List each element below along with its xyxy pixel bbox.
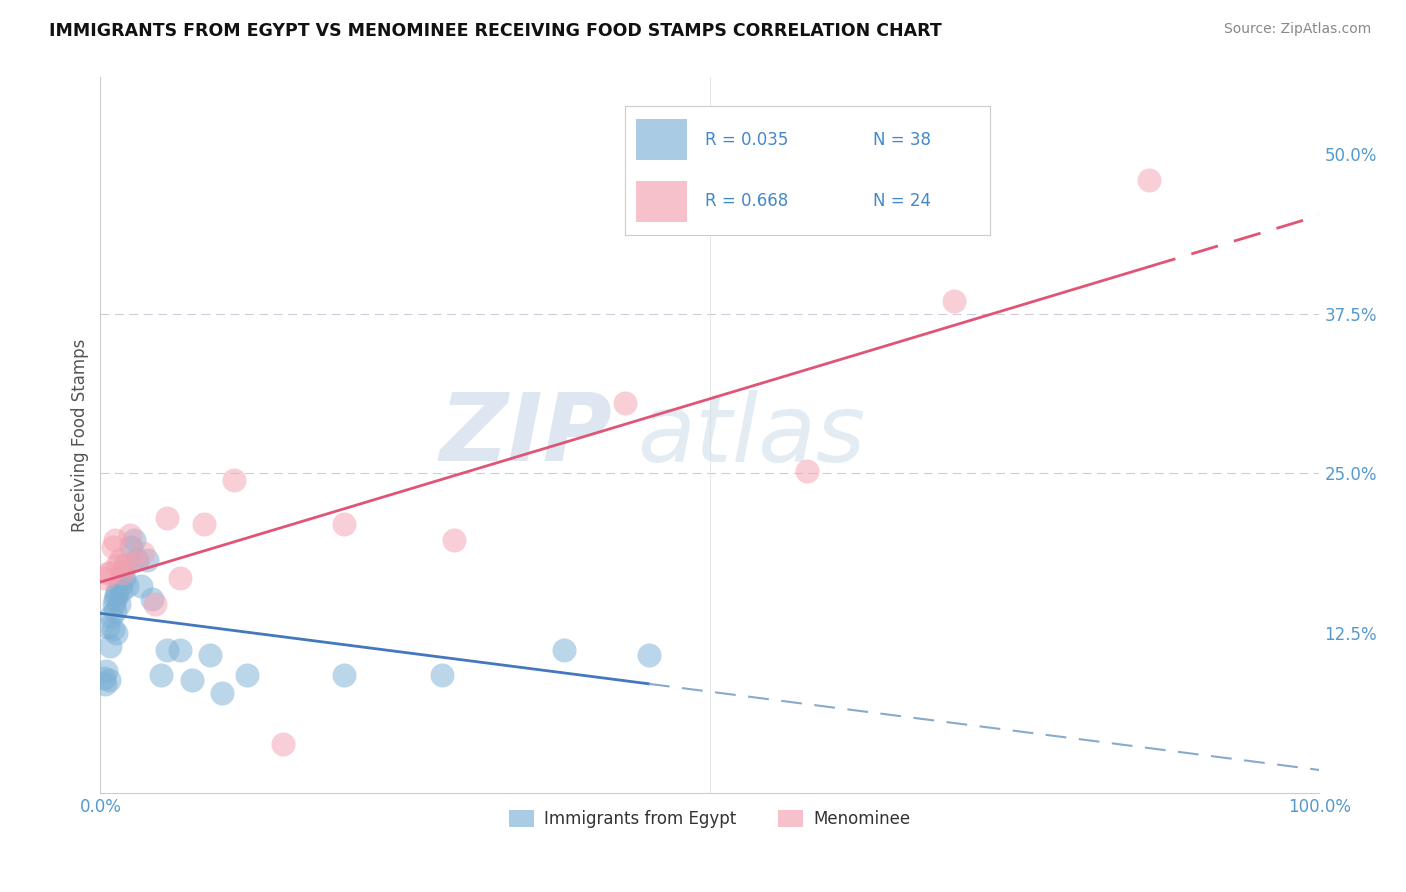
Point: [94, 677, 117, 691]
Point: [141, 591, 163, 606]
Point: [169, 642, 191, 657]
Point: [125, 553, 148, 567]
Point: [198, 648, 221, 662]
Point: [104, 533, 127, 547]
Point: [271, 737, 294, 751]
Point: [124, 553, 146, 567]
Point: [112, 571, 135, 585]
Legend: Immigrants from Egypt, Menominee: Immigrants from Egypt, Menominee: [503, 803, 917, 834]
Point: [93, 671, 115, 685]
Point: [613, 396, 636, 410]
Point: [108, 579, 131, 593]
Point: [211, 686, 233, 700]
Text: ZIP: ZIP: [440, 389, 613, 481]
Point: [111, 566, 134, 580]
Point: [115, 579, 138, 593]
Point: [796, 464, 818, 478]
Text: IMMIGRANTS FROM EGYPT VS MENOMINEE RECEIVING FOOD STAMPS CORRELATION CHART: IMMIGRANTS FROM EGYPT VS MENOMINEE RECEI…: [49, 22, 942, 40]
Point: [108, 553, 131, 567]
Text: atlas: atlas: [637, 390, 865, 481]
Point: [942, 293, 965, 308]
Point: [107, 597, 129, 611]
Point: [124, 533, 146, 547]
Point: [430, 668, 453, 682]
Point: [129, 579, 152, 593]
Point: [100, 609, 122, 624]
Point: [1137, 172, 1160, 186]
Point: [107, 558, 129, 573]
Point: [94, 571, 117, 585]
Point: [180, 673, 202, 688]
Y-axis label: Receiving Food Stamps: Receiving Food Stamps: [72, 338, 89, 532]
Point: [156, 642, 179, 657]
Point: [107, 583, 129, 598]
Point: [553, 642, 575, 657]
Point: [98, 639, 121, 653]
Point: [135, 553, 157, 567]
Point: [110, 583, 132, 598]
Point: [120, 541, 142, 555]
Point: [105, 626, 128, 640]
Point: [235, 668, 257, 682]
Point: [193, 517, 215, 532]
Point: [101, 541, 124, 555]
Point: [97, 566, 120, 580]
Text: Source: ZipAtlas.com: Source: ZipAtlas.com: [1223, 22, 1371, 37]
Point: [333, 668, 356, 682]
Point: [156, 511, 179, 525]
Point: [443, 533, 465, 547]
Point: [111, 566, 134, 580]
Point: [118, 527, 141, 541]
Point: [333, 517, 356, 532]
Point: [103, 597, 125, 611]
Point: [104, 604, 127, 618]
Point: [97, 619, 120, 633]
Point: [169, 571, 191, 585]
Point: [101, 622, 124, 636]
Point: [105, 588, 128, 602]
Point: [98, 566, 121, 580]
Point: [97, 673, 120, 688]
Point: [638, 648, 661, 662]
Point: [143, 597, 166, 611]
Point: [132, 545, 155, 559]
Point: [114, 558, 136, 573]
Point: [150, 668, 173, 682]
Point: [104, 591, 127, 606]
Point: [224, 473, 246, 487]
Point: [114, 558, 136, 573]
Point: [96, 665, 118, 679]
